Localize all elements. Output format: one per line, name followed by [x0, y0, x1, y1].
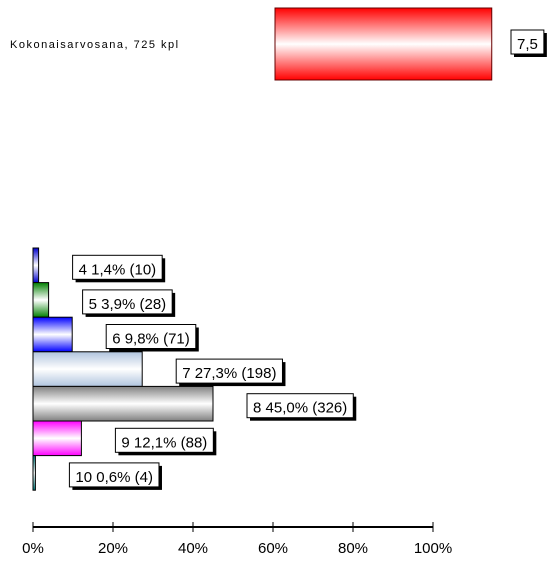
- label-part: 45,0%: [266, 400, 309, 417]
- x-tick-label: 100%: [414, 540, 452, 557]
- label-box: [114, 427, 214, 453]
- value-label: 7,5: [517, 36, 538, 53]
- bar-label: 10 0,6% (4): [68, 462, 162, 490]
- value-label: 5 3,9% (28): [89, 296, 167, 313]
- bar: [32, 420, 82, 457]
- value-label: 4 1,4% (10): [79, 261, 157, 278]
- label-part: (326): [312, 400, 347, 417]
- label-part: 10: [75, 469, 92, 486]
- label-part: 5: [89, 296, 97, 313]
- x-tick-label: 40%: [178, 540, 208, 557]
- category-label: Kokonaisarvosana, 725 kpl: [10, 39, 180, 51]
- bar-label: 5 3,9% (28): [82, 289, 176, 317]
- label-part: 7: [182, 365, 190, 382]
- x-tick-label: 80%: [338, 540, 368, 557]
- label-part: 27,3%: [195, 365, 238, 382]
- label-part: 0,6%: [96, 469, 130, 486]
- label-part: 9: [121, 434, 129, 451]
- label-part: (4): [135, 469, 153, 486]
- bar-label: 7 27,3% (198): [175, 358, 286, 387]
- label-part: (88): [181, 434, 208, 451]
- label-part: 12,1%: [134, 434, 177, 451]
- label-part: 9,8%: [125, 330, 159, 347]
- label-box: [246, 393, 354, 419]
- bar-label: 9 12,1% (88): [114, 427, 217, 456]
- label-box: [72, 254, 163, 280]
- label-part: 7,5: [517, 36, 538, 53]
- label-part: (71): [163, 330, 190, 347]
- bar: [32, 385, 214, 422]
- bar: [32, 351, 143, 387]
- bar: [32, 316, 73, 353]
- bar: [32, 247, 40, 284]
- bar: [32, 282, 50, 318]
- bar-label: 6 9,8% (71): [105, 324, 199, 352]
- bar: [274, 7, 493, 81]
- value-label: 10 0,6% (4): [75, 469, 153, 486]
- label-part: (28): [139, 296, 166, 313]
- label-box: [175, 358, 283, 384]
- bar-label: 8 45,0% (326): [246, 393, 357, 421]
- x-tick-label: 0%: [22, 540, 44, 557]
- value-label: 6 9,8% (71): [112, 330, 190, 347]
- x-tick-label: 60%: [258, 540, 288, 557]
- label-part: 4: [79, 261, 87, 278]
- value-label: 7 27,3% (198): [182, 365, 276, 382]
- label-part: (10): [129, 261, 156, 278]
- value-label: 8 45,0% (326): [253, 400, 347, 417]
- label-box: [105, 324, 197, 349]
- value-label: 9 12,1% (88): [121, 434, 207, 451]
- x-tick-label: 20%: [98, 540, 128, 557]
- label-part: (198): [241, 365, 276, 382]
- label-part: 8: [253, 400, 261, 417]
- label-part: 3,9%: [101, 296, 135, 313]
- label-part: 6: [112, 330, 120, 347]
- label-part: 1,4%: [91, 261, 125, 278]
- bar: [32, 455, 36, 491]
- bar-label: 4 1,4% (10): [72, 254, 166, 283]
- label-box: [68, 462, 160, 488]
- value-box: 7,5: [510, 29, 547, 57]
- label-box: [510, 29, 545, 55]
- label-box: [82, 289, 173, 315]
